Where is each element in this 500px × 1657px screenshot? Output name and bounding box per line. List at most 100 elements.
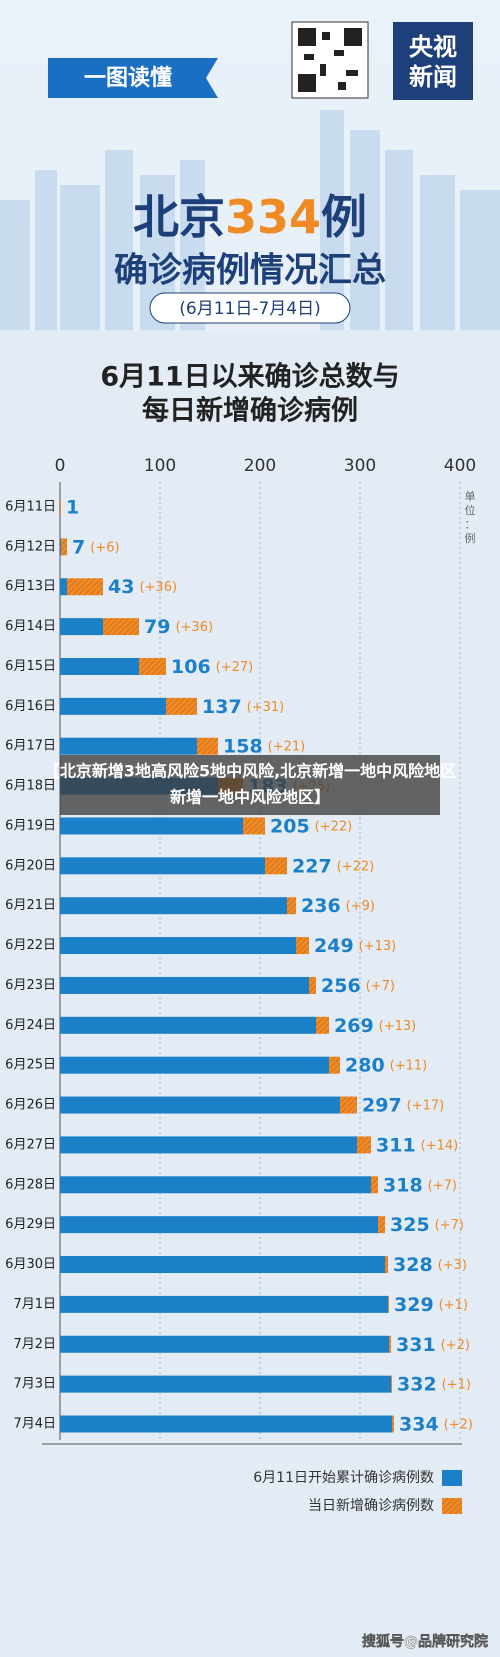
daily-label: (+7) (366, 979, 395, 994)
y-tick-label: 7月2日 (13, 1337, 56, 1352)
daily-bar (67, 578, 103, 596)
daily-bar (392, 1415, 394, 1433)
daily-label: (+3) (438, 1258, 467, 1273)
total-label: 334 (399, 1414, 439, 1436)
cumulative-bar (60, 697, 166, 715)
daily-label: (+22) (315, 819, 353, 834)
cumulative-bar (60, 897, 287, 915)
y-tick-label: 7月1日 (13, 1297, 56, 1312)
cumulative-bar (60, 1415, 392, 1433)
daily-bar (243, 817, 265, 835)
cumulative-bar (60, 657, 139, 675)
cumulative-bar (60, 1256, 385, 1274)
x-tick-label: 300 (344, 456, 376, 476)
daily-label: (+1) (442, 1378, 471, 1393)
cumulative-bar (60, 976, 309, 994)
cumulative-bar (60, 937, 296, 955)
daily-bar (385, 1256, 388, 1274)
total-label: 329 (394, 1294, 434, 1316)
subtitle: 确诊病例情况汇总 (114, 251, 386, 291)
y-tick-label: 6月14日 (5, 619, 56, 634)
unit-label: 例 (465, 531, 476, 545)
y-tick-label: 6月30日 (5, 1257, 56, 1272)
skyline (0, 110, 500, 330)
badge-ribbon (48, 58, 218, 98)
total-label: 269 (334, 1015, 374, 1037)
daily-label: (+14) (421, 1138, 459, 1153)
cumulative-bar (60, 1375, 391, 1393)
y-tick-label: 6月22日 (5, 938, 56, 953)
overlay-caption: 新增一地中风险地区】 (170, 788, 330, 807)
title-prefix: 北京 (133, 190, 225, 244)
total-label: 311 (376, 1134, 416, 1156)
overlay-band (60, 755, 440, 815)
legend-swatch (442, 1498, 462, 1514)
period-pill (149, 292, 351, 324)
y-tick-label: 6月20日 (5, 858, 56, 873)
daily-label: (+36) (175, 620, 213, 635)
cumulative-bar (60, 538, 61, 556)
logo: 新闻 (409, 63, 457, 91)
y-tick-label: 6月25日 (5, 1058, 56, 1073)
daily-label: (+9) (346, 899, 375, 914)
daily-bar (61, 538, 67, 556)
daily-bar (389, 1335, 391, 1353)
x-tick-label: 200 (244, 456, 276, 476)
total-label: 325 (390, 1214, 430, 1236)
y-tick-label: 7月4日 (13, 1417, 56, 1432)
y-tick-label: 6月11日 (5, 500, 56, 515)
legend-swatch (442, 1470, 462, 1486)
daily-bar (391, 1375, 392, 1393)
total-label: 137 (202, 696, 242, 718)
total-label: 7 (72, 536, 85, 558)
x-tick-label: 400 (444, 456, 476, 476)
y-tick-label: 6月21日 (5, 898, 56, 913)
cumulative-bar (60, 1056, 329, 1074)
cumulative-bar (60, 1176, 371, 1194)
main-title: 北京334例 (133, 190, 367, 244)
daily-label: (+13) (379, 1019, 417, 1034)
daily-bar (371, 1176, 378, 1194)
badge: 一图读懂 (84, 65, 172, 91)
daily-bar (265, 857, 287, 875)
total-label: 332 (397, 1374, 437, 1396)
daily-label: (+6) (90, 540, 119, 555)
total-label: 249 (314, 935, 354, 957)
total-label: 106 (171, 656, 211, 678)
y-tick-label: 6月23日 (5, 978, 56, 993)
daily-bar (388, 1295, 389, 1313)
unit-label: ： (465, 518, 476, 531)
daily-bar (166, 697, 197, 715)
overlay-caption: 【北京新增3地高风险5地中风险,北京新增一地中风险地区 (44, 762, 456, 781)
x-tick-label: 0 (55, 456, 66, 476)
cumulative-bar (60, 857, 265, 875)
daily-label: (+22) (337, 859, 375, 874)
cumulative-bar (60, 1016, 316, 1034)
total-label: 1 (66, 497, 79, 519)
total-label: 43 (108, 576, 134, 598)
y-tick-label: 6月16日 (5, 699, 56, 714)
daily-label: (+2) (441, 1338, 470, 1353)
daily-bar (60, 498, 61, 516)
daily-bar (316, 1016, 329, 1034)
x-tick-label: 100 (144, 456, 176, 476)
y-tick-label: 6月24日 (5, 1018, 56, 1033)
legend-label: 当日新增确诊病例数 (308, 1498, 434, 1514)
cumulative-bar (60, 1295, 388, 1313)
total-label: 236 (301, 895, 341, 917)
total-label: 205 (270, 815, 310, 837)
daily-label: (+21) (268, 740, 306, 755)
title-suffix: 例 (321, 190, 367, 244)
y-tick-label: 6月15日 (5, 659, 56, 674)
y-tick-label: 6月27日 (5, 1137, 56, 1152)
cumulative-bar (60, 817, 243, 835)
total-label: 318 (383, 1174, 423, 1196)
chart-title: 每日新增确诊病例 (142, 395, 358, 427)
daily-bar (340, 1096, 357, 1114)
chart-title: 6月11日以来确诊总数与 (100, 361, 399, 393)
cumulative-bar (60, 737, 197, 755)
cumulative-bar (60, 1096, 340, 1114)
y-tick-label: 6月28日 (5, 1177, 56, 1192)
total-label: 256 (321, 975, 361, 997)
